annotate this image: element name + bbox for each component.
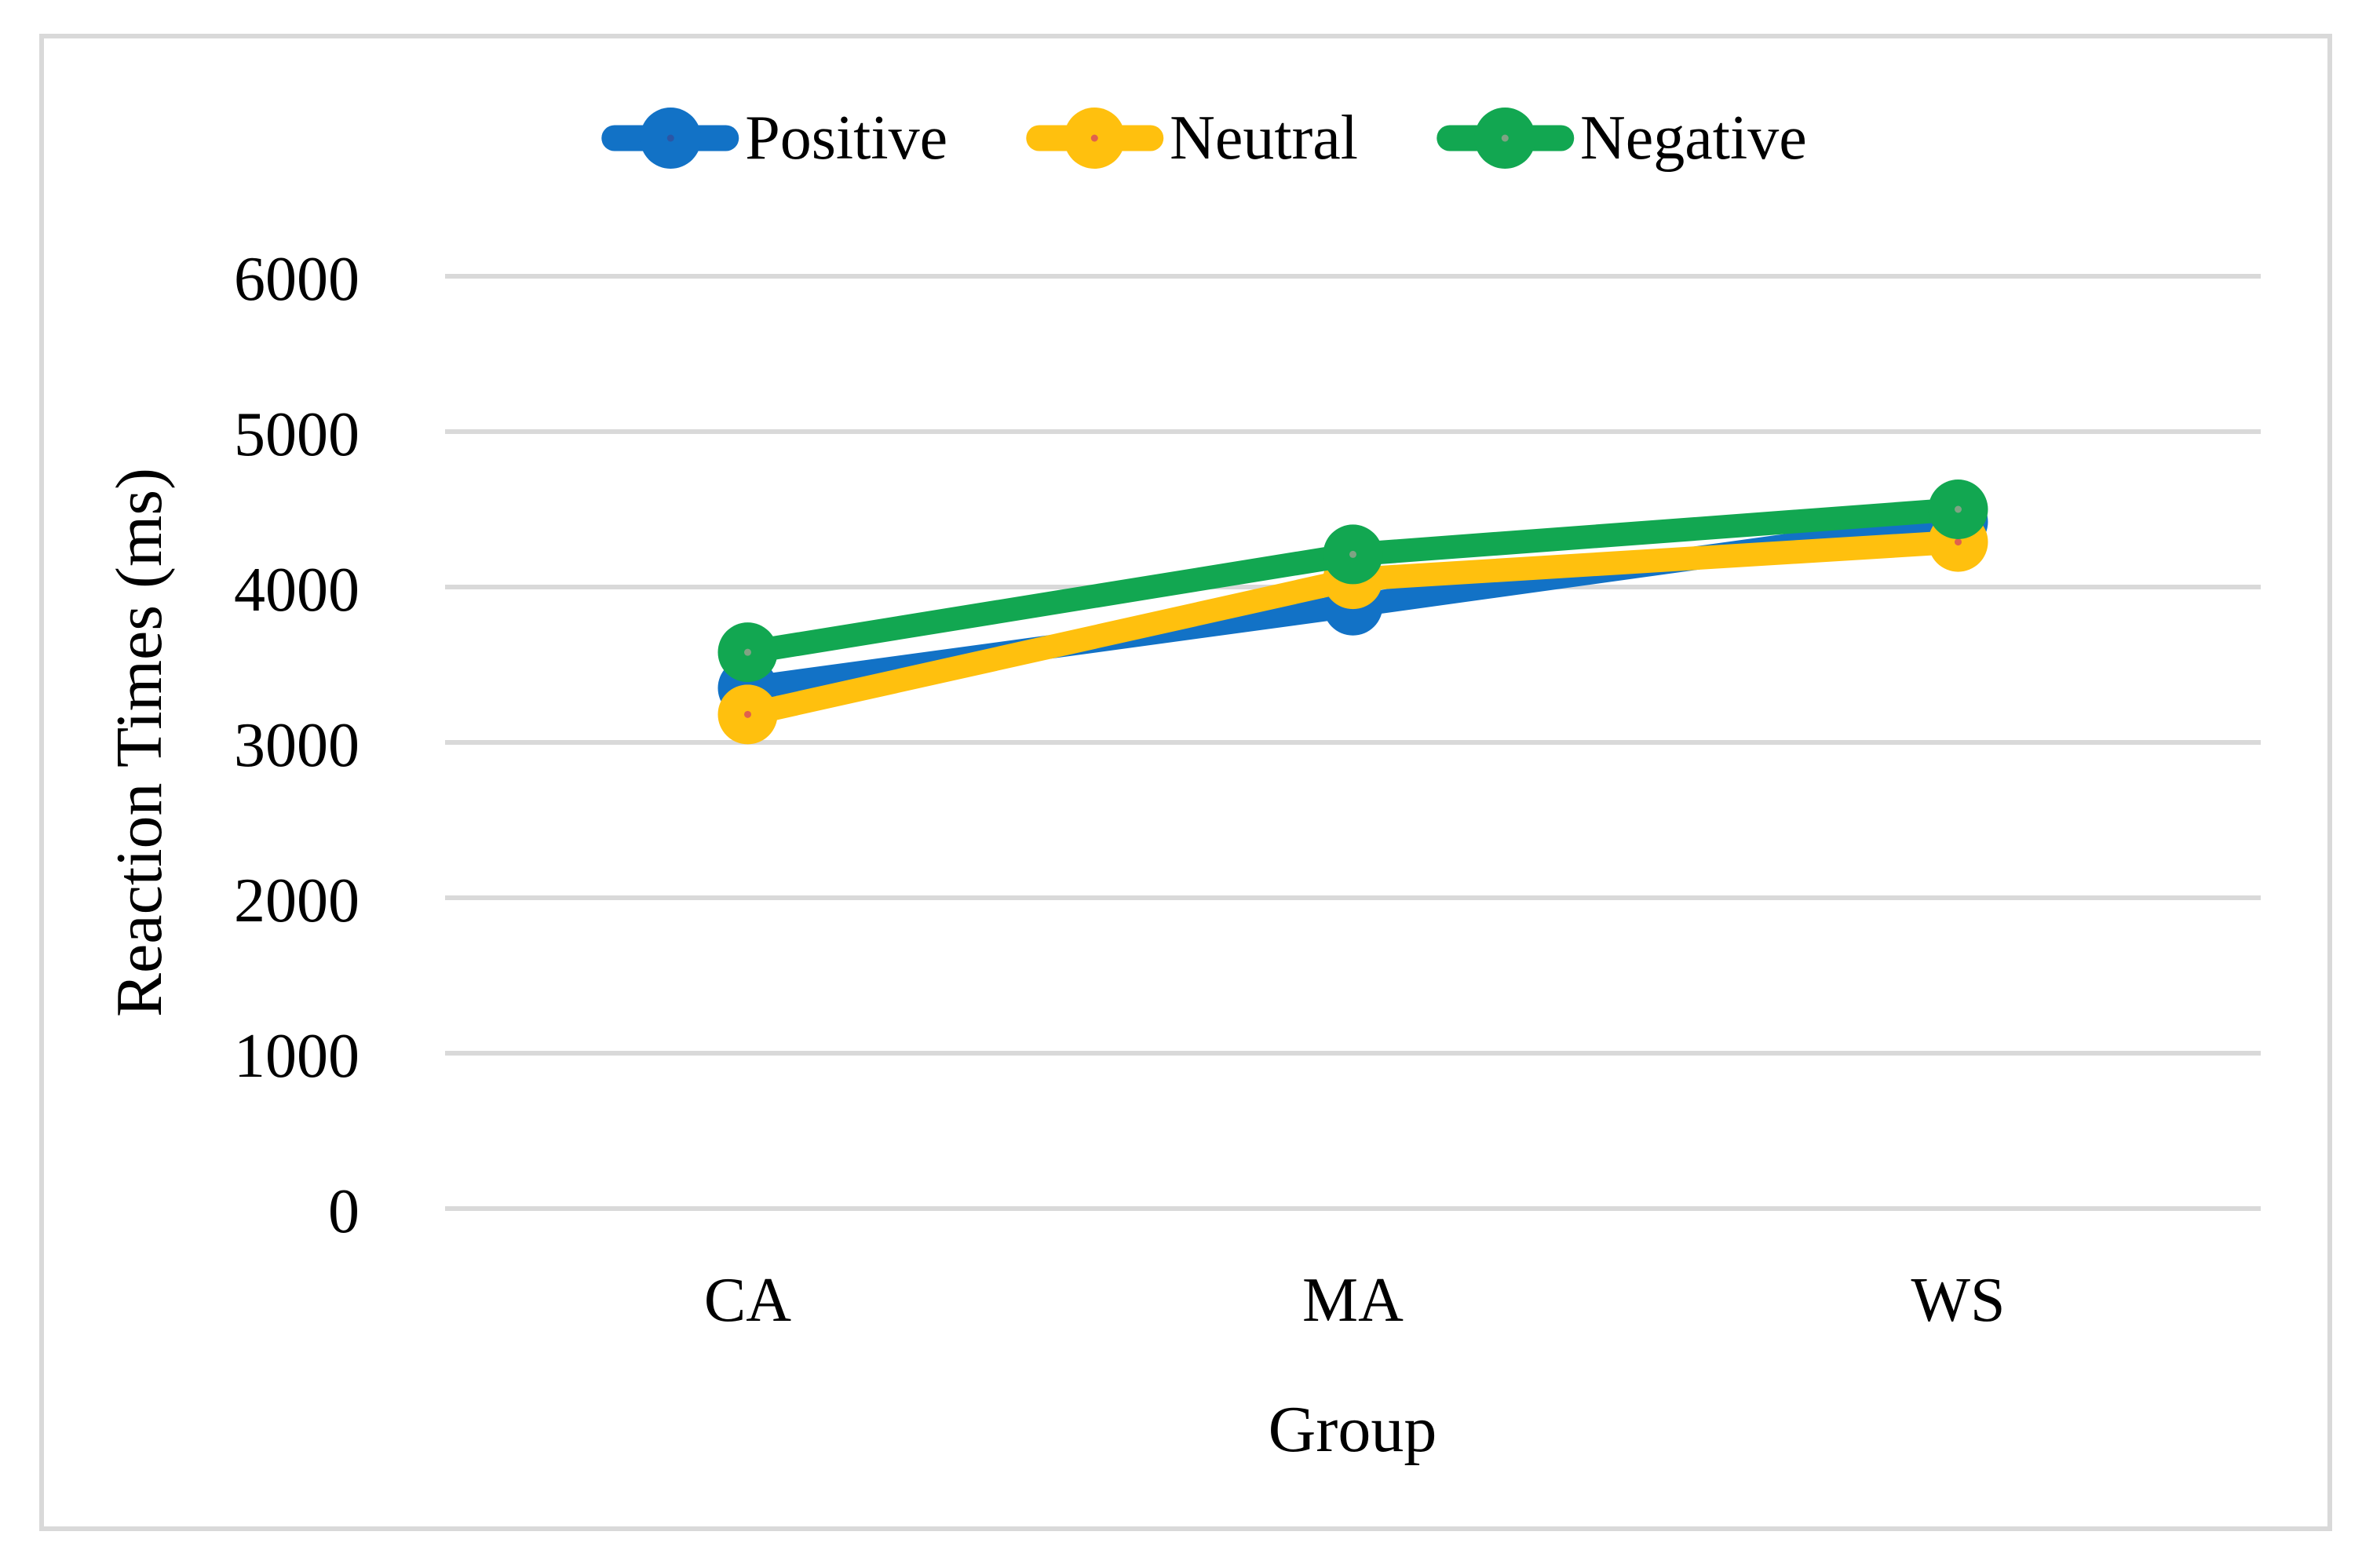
y-axis-title: Reaction Times (ms) <box>103 467 176 1018</box>
data-point-center-dot-negative-CA <box>744 648 751 656</box>
figure-border <box>39 34 2332 1531</box>
positive-line-marker-icon <box>601 108 739 169</box>
neutral-line-marker-icon <box>1026 108 1164 169</box>
legend-item-negative: Negative <box>1436 104 1807 173</box>
y-tick-label-4000: 4000 <box>234 556 360 625</box>
x-tick-label-CA: CA <box>704 1266 791 1335</box>
negative-line-marker-icon <box>1436 108 1574 169</box>
data-point-center-dot-neutral-CA <box>744 710 751 718</box>
y-tick-label-5000: 5000 <box>234 400 360 469</box>
legend-item-positive: Positive <box>601 107 947 170</box>
y-tick-label-6000: 6000 <box>234 245 360 314</box>
y-tick-label-3000: 3000 <box>234 711 360 780</box>
chart-legend: Positive Neutral Negative <box>601 104 1807 173</box>
x-tick-label-MA: MA <box>1302 1266 1404 1335</box>
y-tick-label-1000: 1000 <box>234 1022 360 1091</box>
legend-label-positive: Positive <box>745 104 948 173</box>
data-point-center-dot-neutral-WS <box>1955 538 1962 546</box>
y-tick-label-2000: 2000 <box>234 866 360 935</box>
legend-label-neutral: Neutral <box>1170 104 1358 173</box>
data-point-center-dot-negative-MA <box>1349 550 1356 558</box>
legend-label-negative: Negative <box>1579 104 1807 173</box>
data-point-center-dot-negative-WS <box>1955 505 1962 513</box>
x-axis-title: Group <box>1268 1393 1437 1466</box>
x-tick-label-WS: WS <box>1911 1266 2006 1335</box>
y-tick-label-0: 0 <box>328 1177 360 1246</box>
legend-item-neutral: Neutral <box>1026 107 1358 170</box>
